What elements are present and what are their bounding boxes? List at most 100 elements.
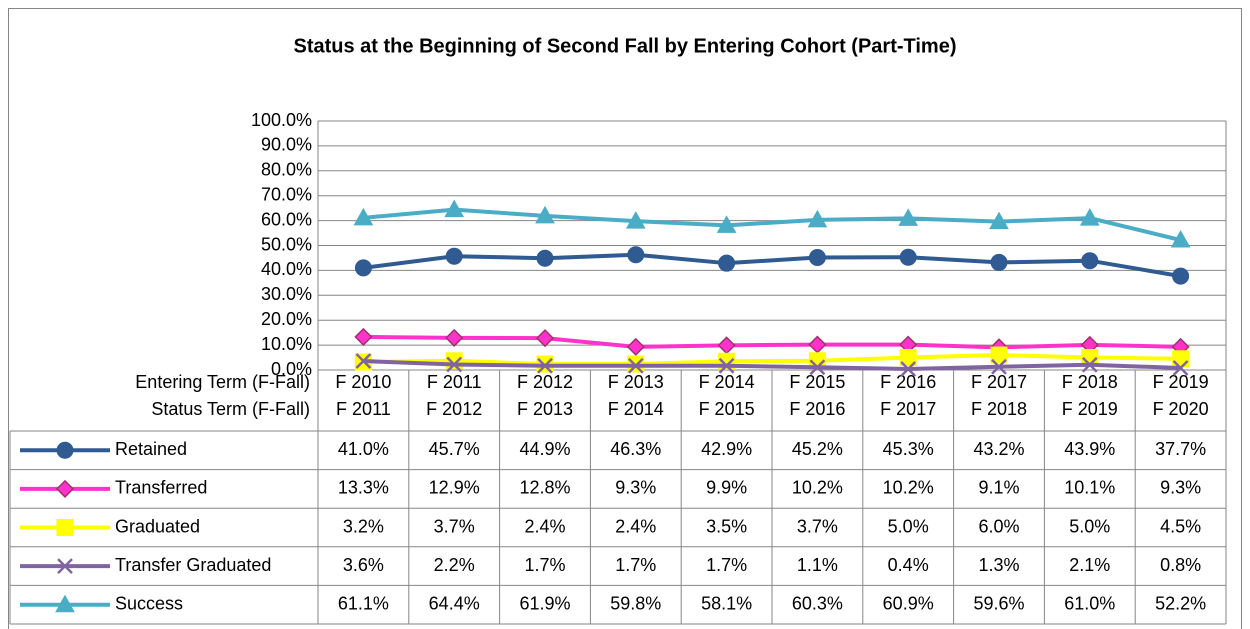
legend-marker xyxy=(55,594,75,613)
x-tick-label: F 2012 xyxy=(517,372,573,392)
table-value: 61.9% xyxy=(519,593,570,613)
y-tick-label: 100.0% xyxy=(251,110,312,130)
data-point xyxy=(808,248,826,266)
legend-marker xyxy=(57,558,73,574)
data-point xyxy=(354,327,373,346)
x-tick-label: F 2015 xyxy=(789,372,845,392)
x-tick-label: F 2020 xyxy=(1153,399,1209,419)
legend-marker xyxy=(56,441,74,459)
data-point xyxy=(1079,208,1100,226)
data-point xyxy=(444,199,465,218)
table-value: 13.3% xyxy=(338,478,389,498)
data-point xyxy=(807,209,828,228)
data-point xyxy=(625,211,646,229)
table-value: 12.9% xyxy=(429,478,480,498)
data-point xyxy=(718,254,736,272)
table-value: 64.4% xyxy=(429,593,480,613)
table-value: 2.4% xyxy=(615,516,656,536)
series-line xyxy=(363,334,1181,350)
legend-marker xyxy=(55,479,75,498)
x-tick-label: F 2017 xyxy=(971,372,1027,392)
y-tick-label: 10.0% xyxy=(261,334,312,354)
x-tick-label: F 2015 xyxy=(699,399,755,419)
data-point xyxy=(445,247,463,265)
x-tick-label: F 2017 xyxy=(880,399,936,419)
data-point xyxy=(537,357,553,374)
table-value: 60.9% xyxy=(883,593,934,613)
table-value: 9.9% xyxy=(706,478,747,498)
data-point xyxy=(627,246,645,264)
x-tick-label: F 2018 xyxy=(1062,372,1118,392)
x-tick-label: F 2018 xyxy=(971,399,1027,419)
data-point xyxy=(1081,252,1099,270)
y-tick-label: 20.0% xyxy=(261,309,312,329)
table-value: 4.5% xyxy=(1160,516,1201,536)
data-point xyxy=(626,337,645,356)
x-tick-label: F 2013 xyxy=(608,372,664,392)
table-value: 3.2% xyxy=(343,516,384,536)
table-value: 1.7% xyxy=(524,555,565,575)
table-value: 0.4% xyxy=(888,555,929,575)
x-tick-label: F 2019 xyxy=(1062,399,1118,419)
data-point xyxy=(627,357,644,374)
table-value: 60.3% xyxy=(792,593,843,613)
category-row-label: Status Term (F-Fall) xyxy=(151,399,310,419)
data-point xyxy=(991,358,1007,375)
y-tick-label: 40.0% xyxy=(261,259,312,279)
series-line xyxy=(363,207,1182,242)
data-point xyxy=(989,211,1009,230)
data-point xyxy=(536,249,554,267)
data-point xyxy=(809,359,826,376)
table-value: 58.1% xyxy=(701,593,752,613)
table-value: 44.9% xyxy=(519,439,570,459)
table-value: 43.9% xyxy=(1064,439,1115,459)
legend-marker xyxy=(56,519,74,536)
table-value: 9.3% xyxy=(615,478,656,498)
y-tick-label: 50.0% xyxy=(261,234,312,254)
data-point xyxy=(899,349,917,367)
table-value: 3.5% xyxy=(706,516,747,536)
table-value: 43.2% xyxy=(973,439,1024,459)
table-value: 9.1% xyxy=(978,478,1019,498)
chart-title: Status at the Beginning of Second Fall b… xyxy=(294,35,957,57)
table-value: 0.8% xyxy=(1160,555,1201,575)
x-tick-label: F 2010 xyxy=(335,372,391,392)
table-value: 45.3% xyxy=(883,439,934,459)
y-tick-label: 90.0% xyxy=(261,135,312,155)
legend-label: Transferred xyxy=(115,478,207,498)
table-value: 10.2% xyxy=(883,478,934,498)
table-value: 61.0% xyxy=(1064,593,1115,613)
table-value: 42.9% xyxy=(701,439,752,459)
table-value: 59.6% xyxy=(973,593,1024,613)
table-value: 6.0% xyxy=(978,516,1019,536)
table-value: 46.3% xyxy=(610,439,661,459)
table-value: 5.0% xyxy=(888,516,929,536)
data-point xyxy=(1172,350,1190,368)
data-point xyxy=(1172,267,1190,285)
series-line xyxy=(363,353,1181,367)
data-point xyxy=(900,361,917,377)
table-value: 41.0% xyxy=(338,439,389,459)
legend-label: Graduated xyxy=(115,516,200,536)
data-point xyxy=(990,346,1008,364)
table-value: 2.4% xyxy=(524,516,565,536)
table-value: 61.1% xyxy=(338,593,389,613)
data-point xyxy=(1170,230,1191,248)
x-tick-label: F 2011 xyxy=(336,399,391,419)
data-point xyxy=(353,207,374,226)
legend-label: Success xyxy=(115,593,183,613)
data-point xyxy=(535,205,555,224)
table-value: 2.2% xyxy=(434,555,475,575)
data-point xyxy=(354,259,372,277)
data-point xyxy=(446,356,463,373)
table-value: 45.2% xyxy=(792,439,843,459)
series-line xyxy=(363,359,1181,372)
data-point xyxy=(1081,356,1098,373)
table-value: 1.7% xyxy=(706,555,747,575)
table-value: 59.8% xyxy=(610,593,661,613)
table-value: 1.7% xyxy=(615,555,656,575)
x-tick-label: F 2014 xyxy=(608,399,664,419)
table-value: 3.6% xyxy=(343,555,384,575)
data-point xyxy=(718,357,735,374)
